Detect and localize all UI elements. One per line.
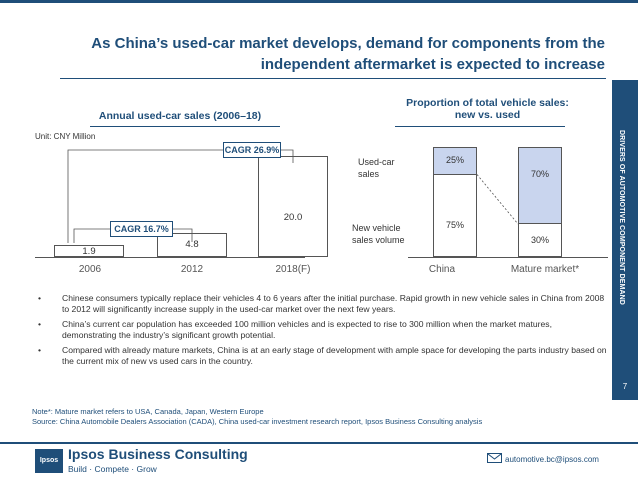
section-sidebar: DRIVERS OF AUTOMOTIVE COMPONENT DEMAND 7 [612,80,638,400]
brand-name: Ipsos Business Consulting [68,446,248,462]
segment-china-new [433,173,477,257]
mail-icon [487,453,502,463]
right-chart-title-line-2: new vs. used [454,109,521,121]
left-chart-title-rule [90,126,280,127]
top-rule [0,0,638,3]
section-label: DRIVERS OF AUTOMOTIVE COMPONENT DEMAND [618,130,625,305]
footer-rule [0,442,638,444]
bar-value-2012: 4.8 [185,238,199,250]
left-chart-x-axis [35,257,305,258]
page-title-line-2: independent aftermarket is expected to i… [260,56,605,73]
x-tick-china: China [428,264,456,275]
label-china-new: 75% [445,219,464,230]
mail-envelope-glyph [488,454,501,460]
cagr-2-connector-right [280,149,294,163]
bar-value-2006: 1.9 [82,246,96,257]
notes: Note*: Mature market refers to USA, Cana… [32,407,612,427]
bar-2018f [258,155,328,257]
label-china-used: 25% [445,154,464,165]
ipsos-logo-icon: Ipsos [35,449,63,473]
right-chart-x-axis [408,257,608,258]
right-chart-title-line-1: Proportion of total vehicle sales: [406,97,569,109]
left-chart-title: Annual used-car sales (2006–18) [98,110,262,122]
legend-new-vehicle-sales: New vehicle sales volume [352,222,405,246]
legend-new-line-2: sales volume [352,235,405,245]
cagr-1-connector-left [73,228,110,243]
legend-used-line-1: Used-car [358,157,395,167]
page-title: As China’s used-car market develops, dem… [60,33,605,75]
bar-2006 [54,245,124,257]
note-text: Note*: Mature market refers to USA, Cana… [32,407,264,416]
page-title-line-1: As China’s used-car market develops, dem… [91,35,605,52]
x-tick-2012: 2012 [180,264,204,275]
cagr-2012-2018-badge: CAGR 26.9% [223,142,281,158]
bullet-list: Chinese consumers typically replace thei… [32,293,607,371]
legend-new-line-1: New vehicle [352,223,401,233]
x-tick-2006: 2006 [78,264,102,275]
right-chart-title-rule [395,126,565,127]
brand-tagline: Build · Compete · Grow [68,464,157,474]
legend-used-line-2: sales [358,169,380,179]
bullet-item: Chinese consumers typically replace thei… [32,293,607,315]
cagr-1-connector-right [172,228,193,242]
x-tick-2018f: 2018(F) [275,264,311,275]
cagr-2006-2012-badge: CAGR 16.7% [110,221,173,237]
source-text: Source: China Automobile Dealers Associa… [32,417,483,426]
contact-email-link[interactable]: automotive.bc@ipsos.com [505,455,599,464]
right-chart-title: Proportion of total vehicle sales: new v… [380,97,595,121]
bullet-item: Compared with already mature markets, Ch… [32,345,607,367]
label-mature-used: 70% [530,168,549,179]
bar-value-2018f: 20.0 [283,211,303,223]
title-divider [60,78,606,79]
label-mature-new: 30% [530,234,549,245]
cagr-2-connector-left [67,149,223,243]
bullet-item: China’s current car population has excee… [32,319,607,341]
legend-used-car-sales: Used-car sales [358,156,395,180]
dashed-connector [476,174,519,225]
x-tick-mature-market: Mature market* [510,264,580,275]
left-chart-unit: Unit: CNY Million [35,132,96,141]
segment-mature-new [518,223,562,257]
page-number: 7 [622,382,628,391]
